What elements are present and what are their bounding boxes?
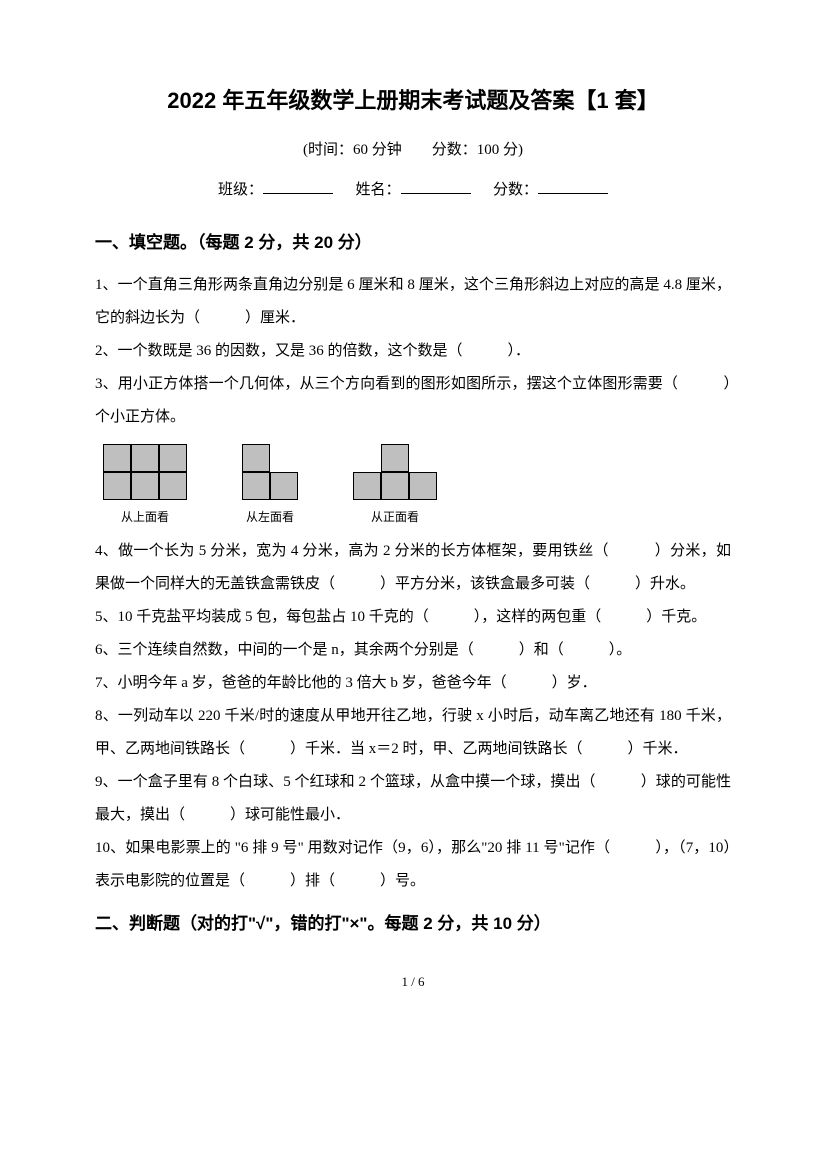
question-2: 2、一个数既是 36 的因数，又是 36 的倍数，这个数是（ ）． [95, 335, 731, 368]
page-number: 1 / 6 [95, 970, 731, 995]
name-label: 姓名： [355, 182, 400, 198]
name-blank [401, 179, 471, 194]
question-7: 7、小明今年 a 岁，爸爸的年龄比他的 3 倍大 b 岁，爸爸今年（ ）岁． [95, 667, 731, 700]
figure-top-view: 从上面看 [103, 444, 187, 529]
question-10: 10、如果电影票上的 "6 排 9 号" 用数对记作（9，6），那么"20 排 … [95, 832, 731, 898]
score-blank [538, 179, 608, 194]
question-6: 6、三个连续自然数，中间的一个是 n，其余两个分别是（ ）和（ ）。 [95, 634, 731, 667]
question-3: 3、用小正方体搭一个几何体，从三个方向看到的图形如图所示，摆这个立体图形需要（ … [95, 368, 731, 434]
class-label: 班级： [218, 182, 263, 198]
question-1: 1、一个直角三角形两条直角边分别是 6 厘米和 8 厘米，这个三角形斜边上对应的… [95, 269, 731, 335]
question-5: 5、10 千克盐平均装成 5 包，每包盐占 10 千克的（ ），这样的两包重（ … [95, 601, 731, 634]
question-4: 4、做一个长为 5 分米，宽为 4 分米，高为 2 分米的长方体框架，要用铁丝（… [95, 535, 731, 601]
question-8: 8、一列动车以 220 千米/时的速度从甲地开往乙地，行驶 x 小时后，动车离乙… [95, 700, 731, 766]
score-label: 分数： [493, 182, 538, 198]
info-line: 班级： 姓名： 分数： [95, 176, 731, 205]
figure-front-view: 从正面看 [353, 444, 437, 529]
question-9: 9、一个盒子里有 8 个白球、5 个红球和 2 个篮球，从盒中摸一个球，摸出（ … [95, 766, 731, 832]
exam-subtitle: (时间：60 分钟 分数：100 分) [95, 136, 731, 165]
figure-left-view: 从左面看 [242, 444, 298, 529]
figure-left-label: 从左面看 [246, 506, 294, 529]
figure-front-label: 从正面看 [371, 506, 419, 529]
section2-title: 二、判断题（对的打"√"，错的打"×"。每题 2 分，共 10 分） [95, 908, 731, 940]
exam-title: 2022 年五年级数学上册期末考试题及答案【1 套】 [95, 80, 731, 122]
figure-top-label: 从上面看 [121, 506, 169, 529]
class-blank [263, 179, 333, 194]
figures-row: 从上面看 从左面看 从正面看 [103, 444, 731, 529]
section1-title: 一、填空题。（每题 2 分，共 20 分） [95, 227, 731, 259]
